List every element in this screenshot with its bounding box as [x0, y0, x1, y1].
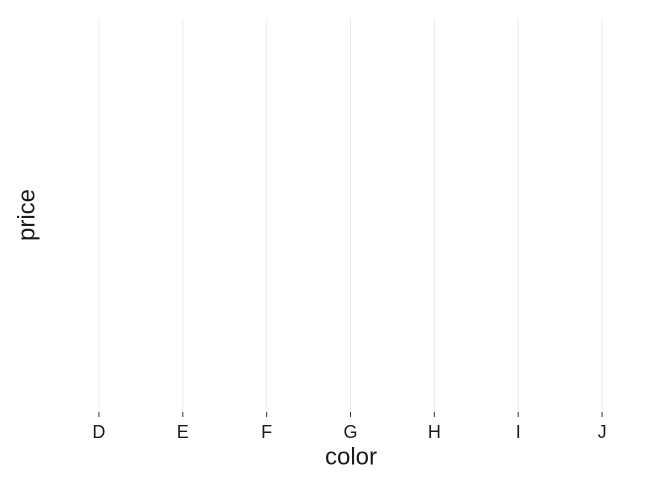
x-tick-label: H — [428, 422, 441, 442]
x-tick-label: J — [598, 422, 607, 442]
x-tick-label: G — [343, 422, 357, 442]
x-tick-label: D — [92, 422, 105, 442]
x-tick-label: F — [261, 422, 272, 442]
x-tick-label: I — [516, 422, 521, 442]
x-tick-label: E — [177, 422, 189, 442]
x-axis-title: color — [325, 443, 377, 470]
y-axis-title: price — [13, 189, 40, 241]
